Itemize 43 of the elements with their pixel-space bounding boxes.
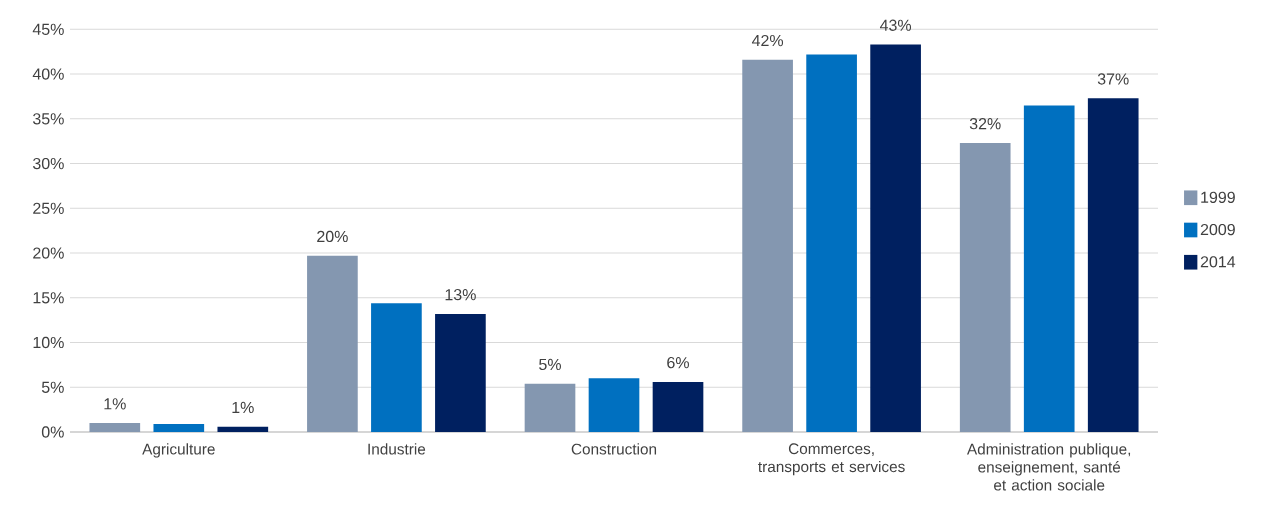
data-label: 37% (1097, 73, 1129, 85)
data-label: 20% (317, 230, 348, 243)
bar (307, 255, 358, 432)
x-tick-label: Industrie (368, 443, 426, 455)
y-tick-label: 45% (32, 23, 64, 35)
bar (89, 423, 141, 432)
y-tick-label: 40% (32, 68, 64, 80)
y-tick-label: 0% (41, 426, 64, 438)
bar (742, 59, 793, 432)
y-tick-label: 10% (33, 336, 64, 349)
bar (588, 378, 640, 432)
bar (371, 303, 422, 432)
legend-label: 1999 (1201, 191, 1235, 203)
data-label: 13% (445, 288, 476, 301)
legend-label: 2009 (1200, 223, 1235, 236)
legend-label: 2014 (1200, 256, 1236, 268)
data-label: 1% (104, 398, 126, 410)
data-label: 32% (969, 118, 1001, 130)
data-label: 42% (751, 34, 784, 47)
bar (652, 381, 704, 432)
bar (1023, 105, 1075, 432)
bar (153, 423, 205, 432)
y-tick-label: 15% (33, 292, 64, 304)
y-tick-label: 25% (33, 202, 64, 214)
x-tick-label: Administration publique, enseignement, santé et action sociale (966, 443, 1131, 491)
y-tick-label: 5% (41, 381, 64, 393)
bar (524, 383, 576, 432)
data-label: 6% (667, 356, 689, 369)
x-tick-label: Agriculture (142, 443, 215, 458)
bar (870, 44, 921, 432)
bar (435, 313, 486, 432)
y-tick-label: 30% (32, 157, 64, 170)
bar (806, 54, 857, 432)
y-tick-label: 20% (33, 247, 64, 259)
x-tick-label: Construction (571, 443, 657, 455)
y-tick-label: 35% (32, 113, 64, 125)
data-label: 1% (232, 401, 254, 414)
bar (217, 426, 269, 432)
bar (959, 142, 1011, 432)
bar (1087, 98, 1139, 432)
x-tick-label: Commerces, transports et services (758, 443, 905, 476)
data-label: 43% (879, 19, 912, 31)
data-label: 5% (539, 358, 561, 371)
